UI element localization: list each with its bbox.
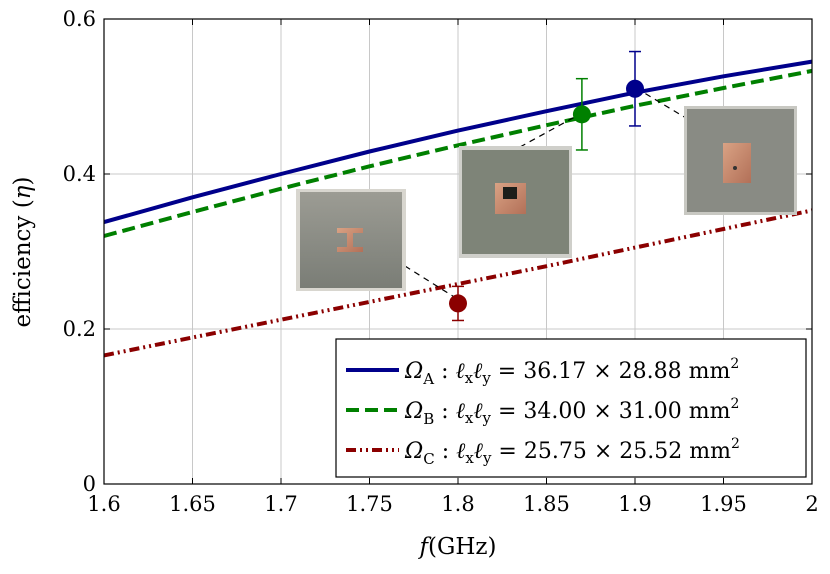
- antenna-photo-c: [296, 189, 406, 291]
- series-line-c: [103, 208, 813, 358]
- y-tick-label: 0.2: [63, 317, 96, 341]
- legend-label-c: ΩC : ℓxℓy = 25.75 × 25.52 mm2: [404, 436, 740, 468]
- series-line-b: [103, 68, 813, 238]
- efficiency-curves: [103, 59, 813, 358]
- plot-frame: [103, 18, 813, 485]
- x-tick-label: 1.75: [346, 492, 393, 516]
- antenna-photo-a: [684, 106, 797, 215]
- legend: ΩA : ℓxℓy = 36.17 × 28.88 mm2 ΩB : ℓxℓy …: [335, 338, 807, 478]
- x-tick-label: 1.65: [169, 492, 216, 516]
- leader-line-a: [635, 87, 687, 119]
- leader-line-b: [519, 112, 583, 148]
- y-tick-label: 0.4: [63, 162, 96, 186]
- photo-leaders: [404, 87, 687, 301]
- x-axis-label: f(GHz): [417, 534, 496, 560]
- y-tick-label: 0: [83, 472, 96, 496]
- x-tick-label: 1.95: [700, 492, 747, 516]
- antenna-photo-b: [459, 146, 572, 258]
- axes-frame: [103, 18, 813, 485]
- y-axis-label: efficiency (η): [10, 177, 36, 328]
- x-tick-label: 1.8: [441, 492, 474, 516]
- x-tick-label: 1.6: [87, 492, 120, 516]
- legend-label-b: ΩB : ℓxℓy = 34.00 × 31.00 mm2: [404, 396, 739, 428]
- x-tick-label: 1.9: [618, 492, 651, 516]
- series-line-a: [103, 59, 813, 225]
- measurement-point: [449, 294, 467, 313]
- legend-box: [335, 338, 807, 478]
- measurement-point: [626, 79, 644, 98]
- x-tick-label: 1.7: [264, 492, 297, 516]
- measurement-point: [572, 105, 591, 124]
- measurement-points: [449, 50, 644, 322]
- x-tick-label: 2: [805, 492, 818, 516]
- tick-labels: 1.6 1.65 1.7 1.75 1.8 1.85 1.9 1.95 2 0 0.2 0.4 0.6: [63, 7, 819, 516]
- legend-label-a: ΩA : ℓxℓy = 36.17 × 28.88 mm2: [404, 356, 739, 388]
- x-tick-label: 1.85: [523, 492, 570, 516]
- y-tick-label: 0.6: [63, 7, 96, 31]
